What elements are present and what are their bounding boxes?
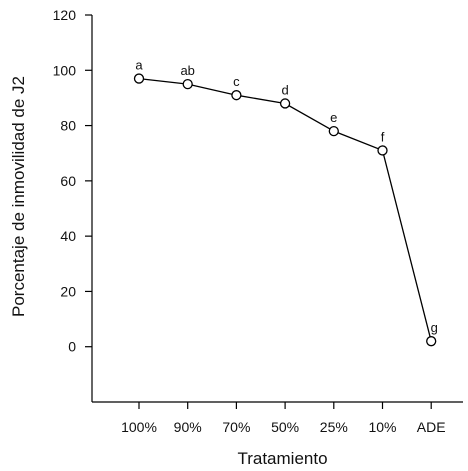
data-point <box>182 78 193 90</box>
data-point <box>377 145 388 156</box>
x-tick-label: 10% <box>368 419 396 435</box>
data-point <box>231 90 242 101</box>
point-label: c <box>233 74 240 89</box>
x-tick-label: 50% <box>271 419 299 435</box>
point-labels: a ab c d e f g <box>135 58 437 336</box>
y-tick-label: 20 <box>60 283 76 299</box>
data-point <box>279 98 291 109</box>
y-tick-label: 40 <box>60 228 76 244</box>
y-axis-title: Porcentaje de inmovilidad de J2 <box>9 76 28 317</box>
data-point <box>328 125 339 137</box>
y-tick-label: 100 <box>53 62 77 78</box>
point-label: f <box>381 129 385 144</box>
x-tick-label: ADE <box>417 419 446 435</box>
y-tick-label: 60 <box>60 173 76 189</box>
point-label: ab <box>180 63 194 78</box>
point-label: d <box>281 82 288 97</box>
y-tick-label: 80 <box>60 118 76 134</box>
x-axis-title: Tratamiento <box>237 449 327 468</box>
point-label: g <box>431 320 438 335</box>
x-tick-label: 90% <box>174 419 202 435</box>
x-ticks: 100% 90% 70% 50% 25% 10% ADE <box>121 402 446 435</box>
series-markers <box>133 73 437 347</box>
data-point <box>426 336 437 347</box>
y-tick-label: 0 <box>68 339 76 355</box>
y-tick-label: 120 <box>53 7 77 23</box>
x-tick-label: 100% <box>121 419 157 435</box>
y-ticks: 0 20 40 60 80 100 120 <box>53 7 92 355</box>
axes <box>91 15 463 403</box>
data-point <box>133 73 145 84</box>
series-line <box>138 77 432 342</box>
x-tick-label: 25% <box>320 419 348 435</box>
point-label: e <box>330 110 337 125</box>
x-tick-label: 70% <box>222 419 250 435</box>
point-label: a <box>135 58 143 73</box>
